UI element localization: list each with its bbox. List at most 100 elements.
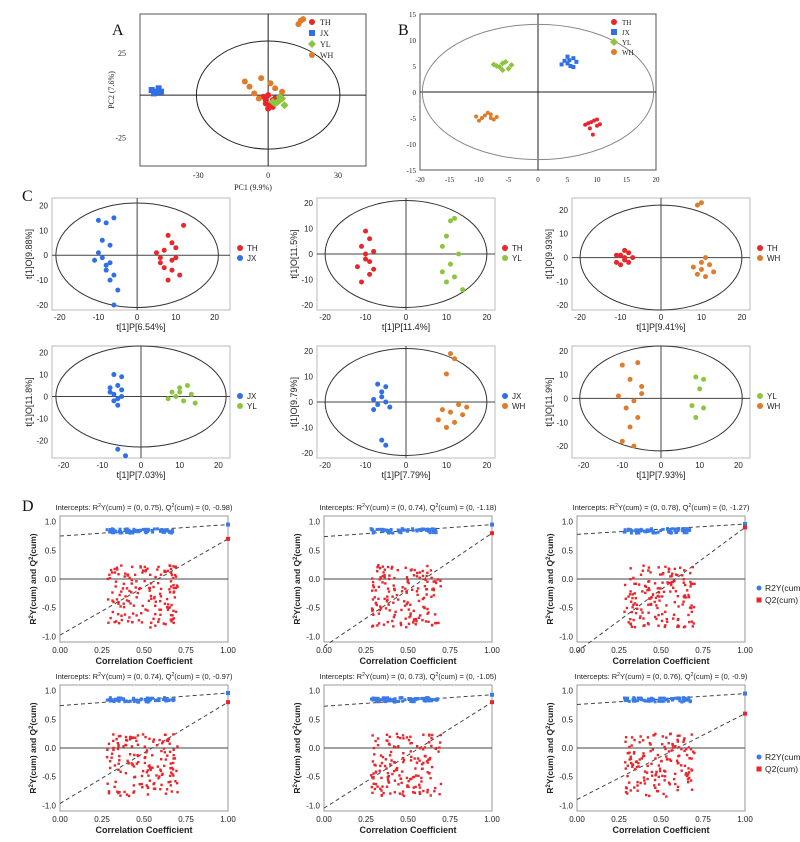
- q2-point: [140, 774, 144, 778]
- permutation-plot-3: Intercepts: R2Y(cum) = (0, 0.78), Q2(cum…: [545, 503, 800, 666]
- q2-point: [649, 597, 652, 600]
- r2-point: [172, 698, 176, 702]
- x-tick-label: 0.75: [178, 646, 194, 655]
- r2-point: [649, 527, 653, 531]
- q2-point: [647, 586, 650, 590]
- q2-point: [427, 772, 431, 775]
- r2-point: [636, 697, 640, 701]
- q2-point: [656, 594, 659, 598]
- q2-point: [425, 593, 428, 596]
- q2-point: [135, 762, 139, 765]
- data-point-jx: [111, 215, 117, 221]
- y-tick-label: 20: [304, 347, 313, 356]
- q2-point: [141, 769, 145, 773]
- q2-point: [405, 590, 408, 593]
- q2-point: [688, 757, 691, 760]
- r2-point: [673, 527, 677, 531]
- r2-point: [118, 529, 122, 533]
- q2-point: [682, 596, 686, 599]
- q2-point: [397, 783, 400, 786]
- q2-point: [634, 582, 637, 585]
- q2-point: [633, 786, 636, 789]
- x-tick-label: 20: [482, 313, 491, 322]
- r2-point: [399, 531, 403, 535]
- q2-point: [657, 764, 661, 767]
- q2-point: [687, 746, 691, 749]
- q2-point: [370, 589, 374, 592]
- q2-point: [404, 617, 407, 620]
- q2-point: [643, 779, 646, 782]
- q2-point: [374, 783, 378, 786]
- q2-point: [661, 774, 664, 778]
- q2-point: [117, 768, 120, 771]
- q2-point: [393, 779, 397, 782]
- q2-point: [628, 751, 631, 754]
- q2-point: [683, 583, 687, 587]
- r2-point: [164, 697, 168, 701]
- x-tick-label: 0.00: [52, 815, 68, 824]
- q2-original-point: [490, 700, 494, 705]
- r2-point: [108, 696, 112, 700]
- q2-point: [395, 732, 399, 736]
- y-tick-label: -10: [407, 141, 417, 149]
- data-point-jx: [111, 302, 117, 308]
- q2-point: [378, 578, 381, 581]
- q2-point: [169, 618, 173, 621]
- q2-point: [670, 583, 673, 587]
- q2-point: [629, 600, 633, 603]
- r2-point: [676, 696, 680, 700]
- r2-point: [682, 531, 686, 535]
- q2-regression-line: [323, 701, 493, 809]
- q2-point: [133, 776, 136, 779]
- q2-point: [687, 771, 691, 774]
- q2-point: [647, 603, 650, 606]
- r2-point: [428, 528, 432, 532]
- q2-point: [379, 754, 383, 757]
- r2-point: [385, 528, 389, 532]
- q2-point: [163, 751, 167, 754]
- r2-point: [375, 699, 379, 703]
- q2-point: [636, 789, 639, 792]
- data-point-wh: [694, 271, 700, 277]
- data-point-yl: [165, 396, 171, 402]
- q2-point: [635, 760, 638, 763]
- q2-point: [628, 781, 631, 784]
- q2-point: [113, 567, 116, 571]
- y-tick-label: 0.5: [309, 546, 321, 555]
- data-point-th: [157, 260, 163, 266]
- y-tick-label: -0.5: [306, 604, 320, 613]
- q2-point: [656, 753, 660, 757]
- q2-point: [154, 604, 157, 608]
- q2-point: [673, 579, 676, 583]
- q2-point: [413, 791, 417, 795]
- q2-point: [439, 733, 443, 737]
- q2-point: [156, 581, 160, 585]
- x-tick-label: 1.00: [737, 646, 753, 655]
- data-point-th: [367, 271, 373, 277]
- q2-point: [386, 565, 390, 569]
- q2-point: [143, 565, 147, 569]
- q2-point: [372, 585, 375, 589]
- q2-point: [115, 566, 119, 569]
- q2-point: [385, 785, 389, 788]
- data-point-yl: [701, 405, 707, 411]
- q2-point: [654, 732, 657, 736]
- q2-point: [127, 600, 131, 603]
- confidence-ellipse: [55, 202, 219, 309]
- q2-point: [432, 594, 436, 597]
- r2-point: [631, 699, 635, 703]
- y-tick-label: -0.5: [42, 773, 56, 782]
- q2-point: [124, 595, 127, 598]
- data-point-yl: [177, 389, 183, 395]
- data-point-yl: [505, 65, 512, 72]
- r2-point: [676, 527, 680, 531]
- q2-point: [403, 604, 407, 607]
- q2-point: [669, 590, 672, 593]
- q2-point: [138, 586, 142, 590]
- legend-marker-yl: [610, 38, 618, 46]
- q2-point: [164, 792, 168, 795]
- r2-point: [651, 698, 655, 702]
- data-point-wh: [255, 95, 262, 102]
- data-point-jx: [150, 90, 157, 97]
- q2-point: [660, 619, 664, 623]
